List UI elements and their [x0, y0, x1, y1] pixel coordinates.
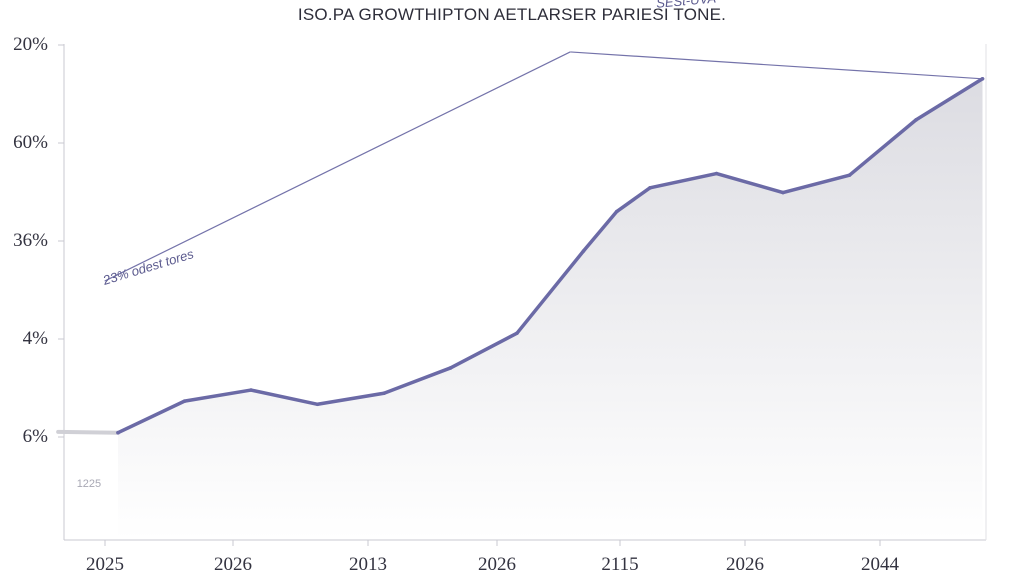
data-point [182, 399, 187, 403]
data-point [249, 388, 253, 392]
x-tick-label: 2013 [349, 554, 387, 575]
data-point [648, 186, 652, 190]
data-point [581, 249, 586, 253]
chart-title: ISO.PA GROWTHIPTON AETLARSER PARIESI TON… [298, 5, 726, 24]
x-tick-label: 2044 [861, 554, 900, 575]
y-tick-label: 20% [13, 34, 48, 55]
baseline-stub-line [56, 429, 120, 435]
x-tick-label: 2026 [478, 554, 516, 575]
trend-annotation-label: 23% odest tores [100, 246, 196, 288]
x-tick-label: 2026 [214, 554, 252, 575]
data-point [781, 190, 785, 195]
y-tick-label: 60% [13, 132, 48, 153]
peak-annotation-label: SESt-UVA [656, 0, 717, 11]
data-point [116, 430, 120, 435]
baseline-annotation-label: 1225 [77, 478, 101, 490]
data-point [448, 366, 453, 370]
data-point [714, 171, 719, 176]
trend-rising-line [104, 51, 571, 282]
area-fill [118, 78, 983, 541]
y-tick-label: 36% [13, 230, 48, 251]
data-point [515, 331, 519, 335]
y-tick-label: 4% [23, 328, 49, 349]
x-tick-label: 2026 [726, 554, 764, 575]
data-point [382, 391, 386, 396]
data-point [614, 209, 619, 214]
data-point [914, 118, 918, 122]
y-tick-label: 6% [23, 426, 49, 447]
trend-flat-line [570, 51, 983, 80]
data-point [847, 173, 852, 177]
x-tick-label: 2115 [601, 554, 638, 575]
x-tick-label: 2025 [86, 554, 124, 575]
data-point [315, 402, 320, 407]
data-point [980, 77, 985, 81]
